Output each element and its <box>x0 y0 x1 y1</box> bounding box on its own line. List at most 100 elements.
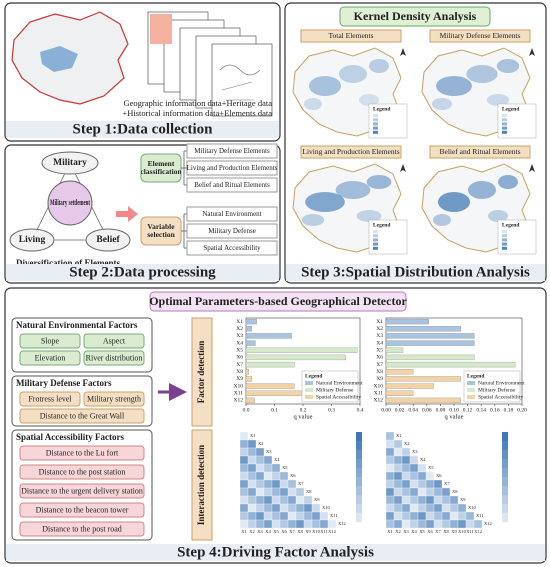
heat-cell <box>401 503 411 513</box>
bar <box>245 397 255 404</box>
heat-cell <box>433 487 443 497</box>
factor-box <box>19 408 145 424</box>
bar <box>245 361 295 368</box>
heat-y-label: X1 <box>250 433 256 438</box>
heat-cell <box>401 455 411 465</box>
heat-cell <box>271 519 281 529</box>
bar <box>385 369 414 375</box>
heat-cell <box>417 479 427 489</box>
heat-y-label: X10 <box>322 505 330 510</box>
node <box>85 228 131 252</box>
y-tick-label: X8 <box>376 369 383 375</box>
x-tick-label: 0.18 <box>504 407 514 413</box>
density-blob <box>438 192 470 212</box>
heat-cell <box>465 511 475 521</box>
heat-cell <box>311 503 321 513</box>
item-box <box>186 223 278 239</box>
heat-cell <box>279 471 289 481</box>
heat-y-label: X5 <box>282 465 288 470</box>
heat-cell <box>247 439 257 449</box>
heat-cell <box>239 479 249 489</box>
heat-cell <box>433 519 443 529</box>
bar <box>245 340 256 346</box>
heat-y-label: X2 <box>404 441 410 446</box>
heat-cell <box>287 519 297 529</box>
heat-y-label: X3 <box>266 449 272 454</box>
heat-x-label: X9 <box>305 529 311 534</box>
legend-swatch <box>373 230 378 233</box>
heat-cell <box>295 519 305 529</box>
bar <box>385 318 429 325</box>
bar <box>385 326 461 332</box>
heat-y-label: X5 <box>428 465 434 470</box>
legend-swatch <box>373 114 378 117</box>
bar <box>245 354 346 361</box>
x-tick-label: 0.1 <box>271 407 278 413</box>
heat-x-label: X5 <box>273 529 279 534</box>
y-tick-label: X7 <box>236 362 243 368</box>
y-tick-label: X2 <box>376 326 383 332</box>
heat-cell <box>271 479 281 489</box>
north-arrow <box>400 48 406 56</box>
bar <box>385 333 475 339</box>
bar <box>245 333 292 339</box>
heat-cell <box>393 439 403 449</box>
x-tick-label: 0.02 <box>395 407 405 413</box>
heat-cell <box>263 511 273 521</box>
factor-box <box>19 391 81 407</box>
legend-label: Spatial Accessibility <box>478 394 523 400</box>
factor-label: Distance to the Lu fort <box>46 448 119 457</box>
axis-label: q value <box>294 413 313 420</box>
y-tick-label: X12 <box>374 398 384 404</box>
heat-x-label: X4 <box>411 529 417 534</box>
heat-cell <box>393 503 403 513</box>
heat-cell <box>271 487 281 497</box>
classification-label: Variable selection <box>147 222 175 239</box>
y-tick-label: X4 <box>376 340 383 346</box>
bar <box>385 383 434 389</box>
heat-cell <box>433 495 443 505</box>
heat-cell <box>409 455 419 465</box>
node-label: Military <box>53 158 87 168</box>
factor-group-title: Natural Environmental Factors <box>16 320 138 330</box>
legend-swatch <box>305 381 313 385</box>
colorbar <box>356 513 362 522</box>
heat-y-label: X4 <box>274 457 280 462</box>
density-blob <box>301 214 325 226</box>
colorbar <box>356 450 362 459</box>
factor-box <box>83 350 145 366</box>
stage-label: Factor detection <box>196 341 206 404</box>
heat-y-label: X2 <box>258 441 264 446</box>
bar <box>245 326 252 332</box>
heat-cell <box>401 463 411 473</box>
bar <box>385 361 516 368</box>
heat-cell <box>247 503 257 513</box>
heat-cell <box>255 479 265 489</box>
map-legend-title: Legend <box>502 106 519 112</box>
heat-cell <box>441 511 451 521</box>
x-tick-label: 0.16 <box>490 407 500 413</box>
heat-cell <box>441 487 451 497</box>
map-title-box <box>300 29 402 43</box>
legend-swatch <box>305 395 313 399</box>
factor-label: Distance to the Great Wall <box>40 411 125 420</box>
heat-cell <box>401 487 411 497</box>
heat-cell <box>425 495 435 505</box>
bar <box>245 390 306 396</box>
heat-y-label: X12 <box>484 521 492 526</box>
heat-cell <box>401 447 411 457</box>
heat-x-label: X12 <box>328 529 336 534</box>
factor-label: River distribution <box>86 353 143 362</box>
legend-swatch <box>373 130 378 134</box>
heat-cell <box>287 511 297 521</box>
factor-group-title: Spatial Accessibility Factors <box>16 432 124 442</box>
node <box>9 228 55 252</box>
heat-y-label: X1 <box>396 433 402 438</box>
item-label: Spatial Accessibility <box>203 244 261 252</box>
node-label: Military settlement <box>50 197 90 207</box>
title-box <box>149 291 407 312</box>
item-box <box>186 206 278 222</box>
heat-y-label: X10 <box>468 505 476 510</box>
heat-cell <box>255 511 265 521</box>
legend-label: Natural Environment <box>478 380 525 386</box>
